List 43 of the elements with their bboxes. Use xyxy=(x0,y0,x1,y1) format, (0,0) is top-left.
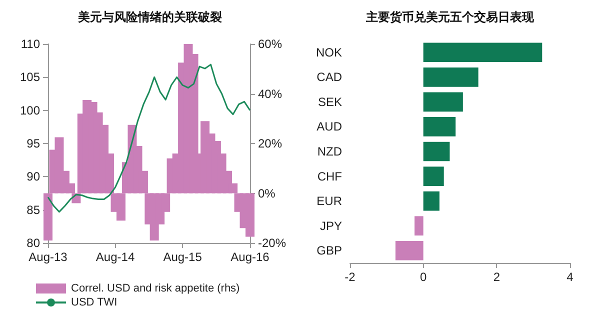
x-tick-label: Aug-16 xyxy=(230,250,270,264)
y-tick-label: 95 xyxy=(26,136,40,150)
bar xyxy=(423,142,450,162)
x-tick-label: -2 xyxy=(344,270,356,284)
y-tick-label: 100 xyxy=(20,103,40,118)
bar xyxy=(423,42,542,62)
bar xyxy=(423,117,456,136)
y2-tick-label: 40% xyxy=(258,86,282,101)
chart-title: 主要货币兑美元五个交易日表现 xyxy=(365,10,535,24)
bar xyxy=(414,216,424,236)
bar xyxy=(423,166,444,186)
y-tick-label: 105 xyxy=(20,70,40,84)
y-tick-label: CAD xyxy=(316,70,342,84)
chart-title: 美元与风险情绪的关联破裂 xyxy=(77,10,222,24)
y-tick-label: 80 xyxy=(26,236,40,250)
y-tick-label: 85 xyxy=(26,202,40,217)
y2-tick-label: 20% xyxy=(258,136,282,150)
y-tick-label: SEK xyxy=(318,94,342,109)
x-tick-label: 2 xyxy=(493,270,500,284)
y-tick-label: EUR xyxy=(316,194,342,208)
y-tick-label: 90 xyxy=(26,170,40,184)
bar xyxy=(423,191,440,211)
y-tick-label: AUD xyxy=(316,120,342,134)
y2-tick-label: 0% xyxy=(258,186,276,200)
y-tick-label: CHF xyxy=(317,169,342,184)
bar xyxy=(423,92,463,112)
x-tick-label: Aug-13 xyxy=(28,250,68,264)
y-tick-label: 110 xyxy=(20,37,40,51)
x-tick-label: Aug-14 xyxy=(96,250,135,264)
y2-tick-label: -20% xyxy=(258,236,286,250)
y-tick-label: JPY xyxy=(320,218,342,233)
bar xyxy=(395,240,424,260)
legend-label: Correl. USD and risk appetite (rhs) xyxy=(71,282,240,294)
y-tick-label: NOK xyxy=(316,45,342,60)
y2-tick-label: 60% xyxy=(258,37,282,51)
x-tick-label: 4 xyxy=(566,270,574,284)
x-tick-label: Aug-15 xyxy=(163,250,202,264)
y-tick-label: NZD xyxy=(317,144,342,158)
x-tick-label: 0 xyxy=(420,270,427,284)
y-tick-label: GBP xyxy=(316,244,342,258)
bar xyxy=(423,68,478,87)
line-series xyxy=(47,64,251,213)
legend-label: USD TWI xyxy=(71,296,118,308)
